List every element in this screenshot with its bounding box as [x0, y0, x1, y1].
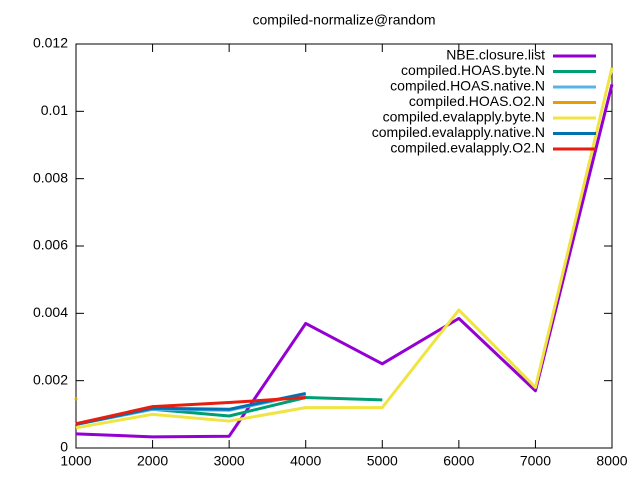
y-tick-label: 0.012	[33, 35, 68, 51]
legend-label: compiled.HOAS.native.N	[390, 78, 545, 94]
legend-label: compiled.HOAS.O2.N	[409, 93, 545, 109]
y-tick-label: 0.002	[33, 371, 68, 387]
series-line	[75, 67, 614, 430]
x-tick-label: 7000	[520, 453, 551, 469]
y-tick-label: 0.006	[33, 237, 68, 253]
x-tick-label: 2000	[137, 453, 168, 469]
x-tick-label: 5000	[367, 453, 398, 469]
legend-label: compiled.evalapply.byte.N	[383, 109, 545, 125]
legend-label: compiled.evalapply.native.N	[372, 124, 545, 140]
series-line	[75, 391, 307, 426]
legend-label: compiled.HOAS.byte.N	[401, 62, 545, 78]
series-point	[74, 397, 78, 401]
series-line	[75, 84, 614, 439]
x-tick-label: 4000	[290, 453, 321, 469]
x-tick-label: 8000	[596, 453, 627, 469]
x-tick-label: 3000	[214, 453, 245, 469]
x-tick-label: 6000	[443, 453, 474, 469]
series-line	[75, 396, 306, 426]
legend-label: compiled.evalapply.O2.N	[390, 140, 545, 156]
chart-title: compiled-normalize@random	[252, 12, 435, 28]
y-tick-label: 0.01	[41, 102, 68, 118]
y-tick-label: 0.004	[33, 304, 68, 320]
x-tick-label: 1000	[60, 453, 91, 469]
y-tick-label: 0	[60, 439, 68, 455]
legend-label: NBE.closure.list	[446, 47, 545, 63]
y-tick-label: 0.008	[33, 169, 68, 185]
